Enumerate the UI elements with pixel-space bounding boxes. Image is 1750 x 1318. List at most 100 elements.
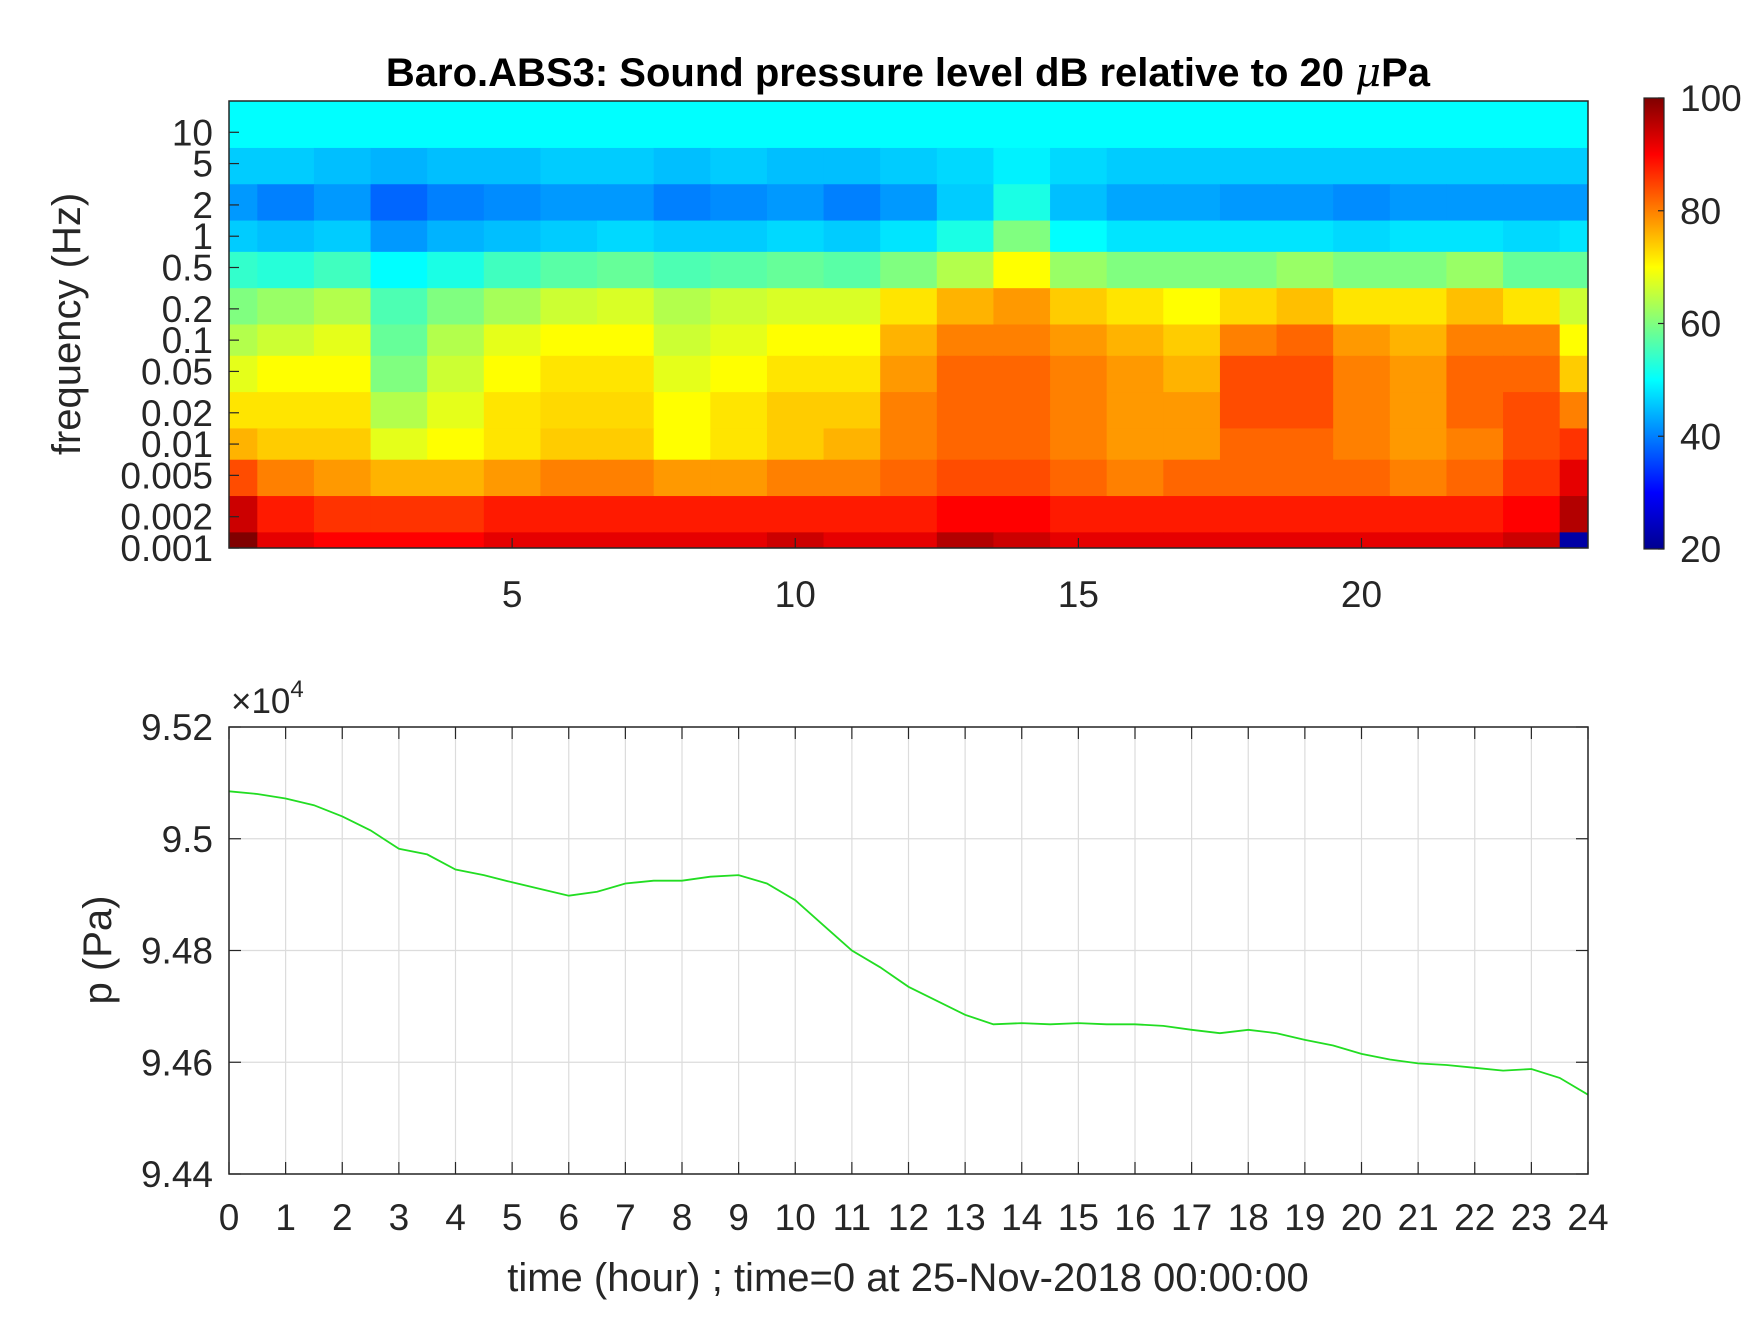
- spectrogram-cell: [766, 147, 825, 185]
- spectrogram-cell: [427, 184, 485, 222]
- spectrogram-cell: [597, 220, 655, 253]
- spectrogram-cell: [993, 496, 1051, 533]
- spectrogram-cell: [1106, 147, 1164, 185]
- spectrogram-cell: [1503, 184, 1561, 222]
- spectrogram-cell: [1559, 251, 1588, 289]
- spectrogram-cell: [993, 251, 1051, 289]
- spectrogram-cell: [993, 532, 1051, 548]
- spectrogram-cell: [1050, 428, 1108, 461]
- spectrogram-cell: [229, 392, 258, 430]
- spectrogram-cell: [1219, 496, 1278, 533]
- spectrogram-cell: [823, 288, 881, 326]
- spectrogram-cell: [823, 532, 881, 548]
- spectrogram-cell: [1106, 532, 1164, 548]
- spectrogram-cell: [597, 392, 655, 430]
- spectrogram-cell: [1559, 324, 1588, 357]
- spectrogram-cell: [823, 147, 881, 185]
- spectrogram-cell: [1106, 459, 1164, 497]
- spectrogram-cell: [1446, 324, 1504, 357]
- spectrogram-cell: [1163, 147, 1221, 185]
- spectrogram-cell: [1503, 288, 1561, 326]
- spectrogram-cell: [1163, 496, 1221, 533]
- spectrogram-cell: [1106, 251, 1164, 289]
- spectrogram-cell: [427, 288, 485, 326]
- pressure-x-tick-label: 3: [389, 1197, 410, 1238]
- spectrogram-cell: [1276, 459, 1334, 497]
- spectrogram-cell: [597, 101, 655, 149]
- spectrogram-cell: [597, 532, 655, 548]
- spectrogram-cell: [1106, 220, 1164, 253]
- pressure-x-tick-label: 23: [1511, 1197, 1552, 1238]
- spectrogram-cell: [1219, 147, 1278, 185]
- spectrogram-cell: [427, 220, 485, 253]
- spectrogram-cell: [540, 251, 598, 289]
- spectrogram-cell: [936, 355, 995, 393]
- pressure-y-tick-label: 9.48: [141, 931, 213, 972]
- pressure-x-tick-label: 15: [1058, 1197, 1099, 1238]
- spectrogram-cell: [766, 459, 825, 497]
- spectrogram-cell: [257, 288, 315, 326]
- spectrogram-cell: [1333, 147, 1391, 185]
- spectrogram-cell: [1559, 392, 1588, 430]
- spectrogram-cell: [1106, 184, 1164, 222]
- spectrogram-cell: [1446, 355, 1504, 393]
- spectrogram-cell: [1446, 392, 1504, 430]
- spectrogram-y-tick-label: 0.005: [120, 455, 213, 496]
- spectrogram-cell: [313, 324, 372, 357]
- spectrogram-cell: [1503, 428, 1561, 461]
- spectrogram-cell: [1106, 288, 1164, 326]
- spectrogram-cell: [427, 251, 485, 289]
- spectrogram-cell: [229, 184, 258, 222]
- spectrogram-y-tick-label: 0.1: [162, 320, 213, 361]
- spectrogram-cell: [653, 355, 711, 393]
- spectrogram-cell: [653, 220, 711, 253]
- spectrogram-x-tick-label: 20: [1341, 574, 1382, 615]
- spectrogram-cell: [370, 251, 428, 289]
- spectrogram-cell: [1389, 428, 1448, 461]
- pressure-x-ticks: 0 1 2 3 4 5 6 7 8 9 10 11 12 13 14 15 16 17 18 19 20 21 22 23 24: [219, 727, 1609, 1238]
- spectrogram-cell: [1446, 220, 1504, 253]
- spectrogram-cell: [540, 184, 598, 222]
- spectrogram-cell: [766, 101, 825, 149]
- spectrogram-cell: [1389, 392, 1448, 430]
- spectrogram-cell: [993, 101, 1051, 149]
- pressure-y-tick-label: 9.44: [141, 1154, 213, 1195]
- spectrogram-cell: [257, 392, 315, 430]
- spectrogram-cell: [936, 184, 995, 222]
- spectrogram-cell: [1333, 220, 1391, 253]
- spectrogram-cell: [313, 147, 372, 185]
- spectrogram-cell: [880, 147, 938, 185]
- spectrogram-cell: [1106, 496, 1164, 533]
- spectrogram-cell: [1050, 101, 1108, 149]
- spectrogram-cell: [597, 355, 655, 393]
- pressure-x-tick-label: 14: [1001, 1197, 1042, 1238]
- spectrogram-cell: [823, 251, 881, 289]
- spectrogram-cell: [1106, 324, 1164, 357]
- spectrogram-cell: [427, 428, 485, 461]
- spectrogram-cell: [936, 251, 995, 289]
- spectrogram-cell: [257, 147, 315, 185]
- spectrogram-cell: [766, 324, 825, 357]
- spectrogram-cell: [710, 220, 768, 253]
- spectrogram-cell: [880, 101, 938, 149]
- spectrogram-cell: [880, 459, 938, 497]
- pressure-xlabel: time (hour) ; time=0 at 25-Nov-2018 00:0…: [507, 1256, 1309, 1300]
- spectrogram-cell: [1163, 428, 1221, 461]
- spectrogram-cell: [1559, 459, 1588, 497]
- spectrogram-cell: [710, 288, 768, 326]
- spectrogram-cell: [936, 459, 995, 497]
- spectrogram-cell: [1503, 101, 1561, 149]
- spectrogram-cell: [427, 532, 485, 548]
- spectrogram-cell: [1503, 147, 1561, 185]
- spectrogram-cell: [257, 355, 315, 393]
- pressure-x-tick-label: 21: [1398, 1197, 1439, 1238]
- pressure-y-tick-label: 9.46: [141, 1042, 213, 1083]
- spectrogram-cell: [257, 532, 315, 548]
- pressure-x-tick-label: 11: [833, 1197, 871, 1238]
- spectrogram-cell: [936, 324, 995, 357]
- spectrogram-cell: [257, 324, 315, 357]
- spectrogram-cell: [1389, 184, 1448, 222]
- spectrogram-cell: [880, 392, 938, 430]
- spectrogram-cell: [370, 288, 428, 326]
